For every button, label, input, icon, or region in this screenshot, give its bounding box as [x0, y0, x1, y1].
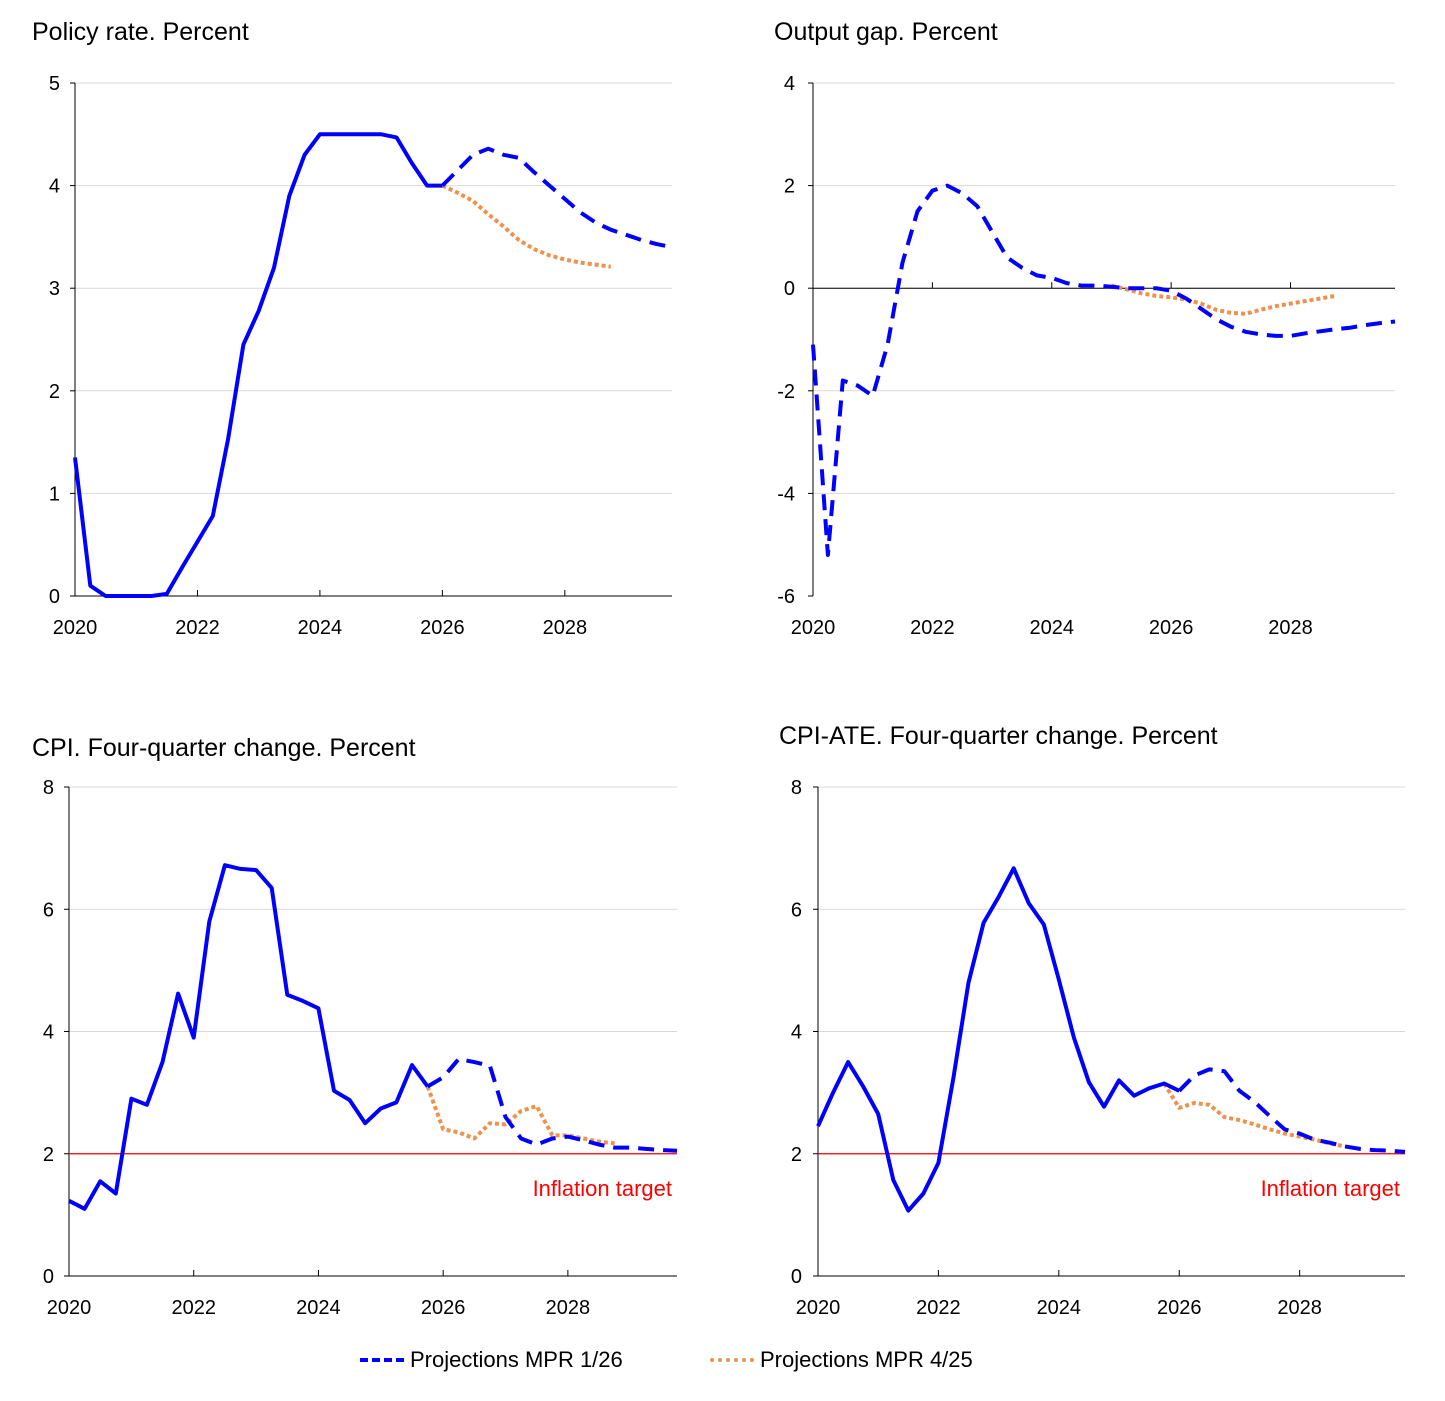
y-tick-label: 8 [791, 777, 802, 799]
x-tick-label: 2026 [420, 617, 465, 639]
y-tick-label: 4 [784, 73, 795, 95]
x-tick-label: 2028 [1277, 1297, 1322, 1319]
legend-swatch-dotted [710, 1358, 754, 1362]
x-tick-label: 2020 [53, 617, 98, 639]
x-tick-label: 2028 [1268, 617, 1313, 639]
panel-title-policy-rate: Policy rate. Percent [32, 18, 249, 46]
x-tick-label: 2020 [796, 1297, 841, 1319]
series-line-mpr-1-26 [811, 183, 1396, 557]
series-line-mpr-4-25 [1111, 283, 1336, 316]
y-tick-label: 5 [49, 73, 60, 95]
legend-label: Projections MPR 1/26 [410, 1347, 623, 1372]
y-tick-label: 0 [49, 586, 60, 608]
x-tick-label: 2020 [47, 1297, 92, 1319]
x-tick-label: 2026 [1149, 617, 1194, 639]
y-tick-label: 4 [791, 1022, 802, 1044]
y-tick-label: 1 [49, 483, 60, 505]
x-tick-label: 2022 [910, 617, 955, 639]
panel-1: -6 -4 -2 0 2 4 2020 2022 2024 2026 2028 [777, 73, 1396, 639]
panel-2: 0 2 4 6 8 2020 2022 2024 2026 2028 Inflation targe… [43, 777, 678, 1319]
y-tick-label: 3 [49, 278, 60, 300]
series-line-history [68, 863, 430, 1211]
series-line-mpr-4-25 [441, 183, 612, 269]
x-tick-label: 2020 [791, 617, 836, 639]
legend-item-mpr-1-26: Projections MPR 1/26 [360, 1347, 623, 1373]
legend-label: Projections MPR 4/25 [760, 1347, 973, 1372]
y-tick-label: 6 [791, 899, 802, 921]
series-line-mpr-4-25 [425, 1085, 615, 1146]
y-tick-label: -2 [777, 381, 795, 403]
y-tick-label: 2 [43, 1144, 54, 1166]
y-tick-label: 6 [43, 899, 54, 921]
panel-3: 0 2 4 6 8 2020 2022 2024 2026 2028 Inflation targe… [791, 777, 1406, 1319]
x-tick-label: 2026 [1157, 1297, 1202, 1319]
panel-title-output-gap: Output gap. Percent [774, 18, 998, 46]
series-line-mpr-1-26 [440, 146, 673, 250]
y-tick-label: 4 [49, 176, 60, 198]
x-tick-label: 2024 [1037, 1297, 1082, 1319]
y-tick-label: 8 [43, 777, 54, 799]
series-line-mpr-1-26 [1177, 1067, 1406, 1154]
inflation-target-label: Inflation target [533, 1176, 672, 1201]
legend-item-mpr-4-25: Projections MPR 4/25 [710, 1347, 973, 1373]
x-tick-label: 2022 [175, 617, 220, 639]
y-tick-label: 0 [791, 1266, 802, 1288]
x-tick-label: 2022 [171, 1297, 216, 1319]
y-tick-label: 2 [791, 1144, 802, 1166]
y-tick-label: -4 [777, 483, 795, 505]
legend-swatch-dashed [360, 1358, 404, 1362]
x-tick-label: 2028 [543, 617, 588, 639]
x-tick-label: 2022 [916, 1297, 961, 1319]
inflation-target-label: Inflation target [1261, 1176, 1400, 1201]
series-line-history [73, 132, 443, 598]
x-tick-label: 2026 [421, 1297, 466, 1319]
series-line-mpr-4-25 [1162, 1082, 1346, 1149]
y-tick-label: 0 [43, 1266, 54, 1288]
y-tick-label: 4 [43, 1022, 54, 1044]
panel-0: 0 1 2 3 4 5 2020 2022 2024 2026 2028 [49, 73, 673, 639]
x-tick-label: 2024 [1030, 617, 1075, 639]
y-tick-label: 0 [784, 278, 795, 300]
y-tick-label: 2 [784, 176, 795, 198]
x-tick-label: 2024 [298, 617, 343, 639]
series-line-mpr-1-26 [426, 1057, 678, 1153]
x-tick-label: 2028 [546, 1297, 591, 1319]
panel-title-cpi-ate: CPI-ATE. Four-quarter change. Percent [779, 722, 1218, 750]
x-tick-label: 2024 [296, 1297, 341, 1319]
y-tick-label: -6 [777, 586, 795, 608]
y-tick-label: 2 [49, 381, 60, 403]
series-line-history [816, 866, 1181, 1213]
panel-title-cpi: CPI. Four-quarter change. Percent [32, 734, 416, 762]
